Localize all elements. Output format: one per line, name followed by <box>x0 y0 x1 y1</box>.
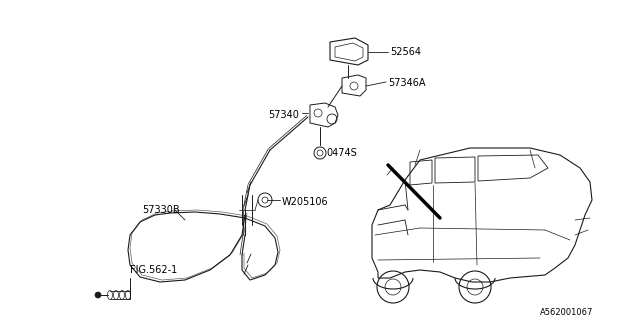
Text: 57330B: 57330B <box>142 205 180 215</box>
Text: FIG.562-1: FIG.562-1 <box>130 265 177 275</box>
Text: W205106: W205106 <box>282 197 328 207</box>
Text: 57340: 57340 <box>268 110 299 120</box>
Circle shape <box>95 292 101 298</box>
Text: 0474S: 0474S <box>326 148 356 158</box>
Text: A562001067: A562001067 <box>540 308 593 317</box>
Text: 57346A: 57346A <box>388 78 426 88</box>
Text: 52564: 52564 <box>390 47 421 57</box>
